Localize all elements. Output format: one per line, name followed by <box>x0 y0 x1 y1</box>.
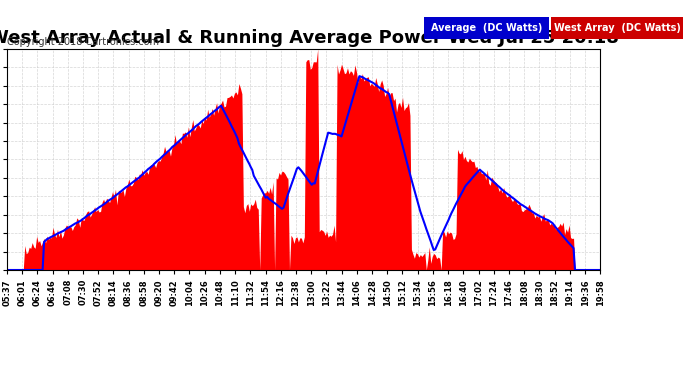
FancyBboxPatch shape <box>551 17 683 39</box>
Text: Copyright 2018 Cartronics.com: Copyright 2018 Cartronics.com <box>7 37 159 47</box>
FancyBboxPatch shape <box>424 17 549 39</box>
Text: West Array  (DC Watts): West Array (DC Watts) <box>553 23 680 33</box>
Text: Average  (DC Watts): Average (DC Watts) <box>431 23 542 33</box>
Title: West Array Actual & Running Average Power Wed Jul 25 20:18: West Array Actual & Running Average Powe… <box>0 30 618 48</box>
